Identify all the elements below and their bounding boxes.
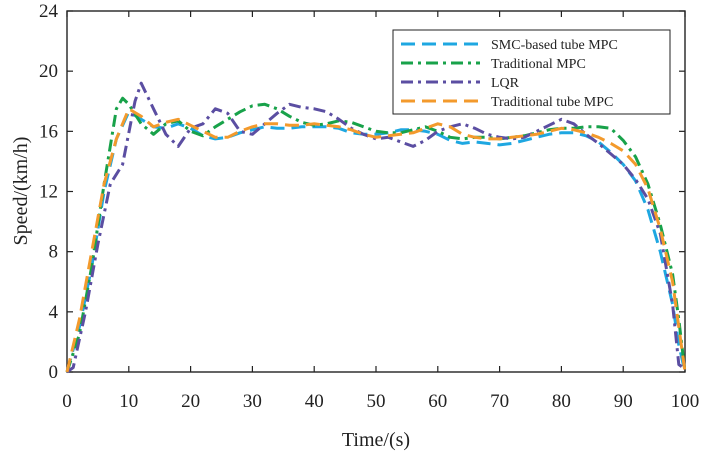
x-tick-label: 100 — [671, 391, 700, 412]
legend-label: Traditional MPC — [491, 57, 586, 72]
y-tick-label: 8 — [49, 242, 59, 263]
x-axis-ticks: 0 10 20 30 40 50 60 70 80 90 100 — [62, 11, 699, 412]
series-layer — [65, 81, 687, 374]
y-axis-label: Speed/(km/h) — [10, 137, 32, 246]
x-axis-label: Time/(s) — [342, 429, 410, 451]
legend: SMC-based tube MPC Traditional MPC LQR Trad… — [392, 29, 671, 115]
series-line-4 — [65, 107, 687, 373]
x-tick-label: 20 — [181, 391, 200, 412]
y-tick-label: 24 — [39, 1, 59, 22]
series-line-3 — [66, 81, 686, 374]
x-tick-label: 40 — [305, 391, 324, 412]
legend-box — [392, 29, 671, 115]
x-tick-label: 50 — [367, 391, 386, 412]
y-tick-label: 0 — [49, 362, 59, 383]
x-tick-label: 80 — [552, 391, 571, 412]
x-tick-label: 60 — [428, 391, 447, 412]
series-line-2 — [65, 96, 687, 373]
legend-label: SMC-based tube MPC — [491, 38, 618, 53]
legend-label: Traditional tube MPC — [491, 95, 613, 110]
y-tick-label: 12 — [39, 182, 58, 203]
series-line-1 — [65, 110, 687, 373]
y-axis-ticks: 0 4 8 12 16 20 24 — [39, 1, 685, 383]
x-tick-label: 0 — [62, 391, 72, 412]
y-tick-label: 16 — [39, 121, 58, 142]
x-tick-label: 90 — [614, 391, 633, 412]
y-tick-label: 4 — [49, 302, 59, 323]
x-tick-label: 30 — [243, 391, 262, 412]
x-tick-label: 70 — [490, 391, 509, 412]
y-tick-label: 20 — [39, 61, 58, 82]
x-tick-label: 10 — [119, 391, 138, 412]
legend-label: LQR — [491, 76, 520, 91]
